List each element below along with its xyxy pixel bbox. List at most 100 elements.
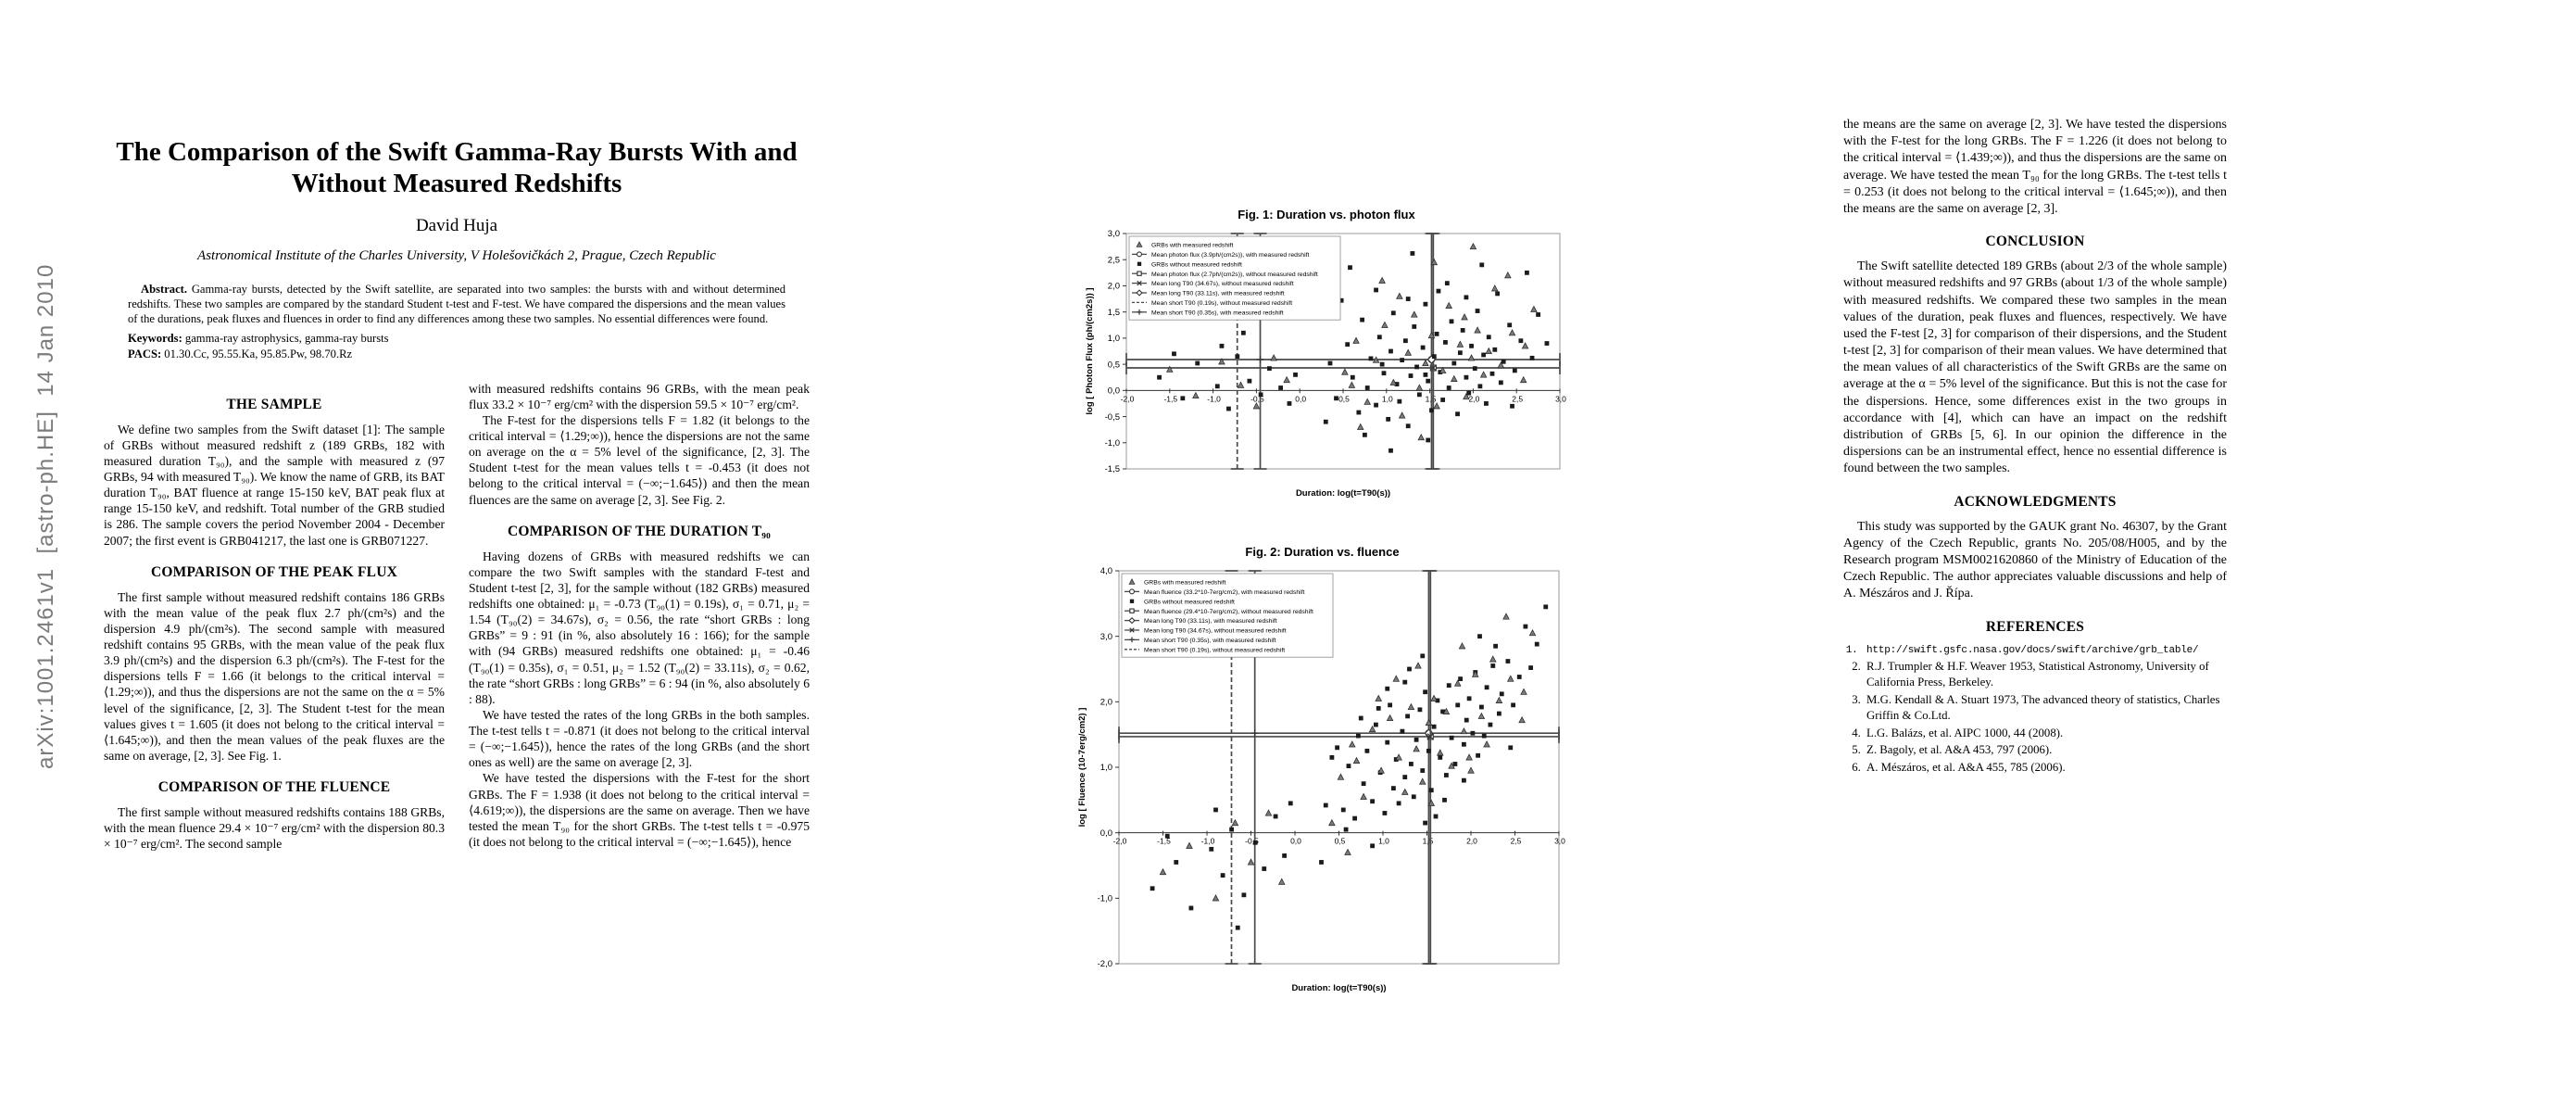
svg-text:2,0: 2,0 bbox=[1100, 698, 1112, 708]
svg-text:Mean long T90 (33.11s), with m: Mean long T90 (33.11s), with measured re… bbox=[1151, 291, 1285, 297]
svg-text:-2,0: -2,0 bbox=[1113, 837, 1127, 846]
reference-item: R.J. Trumpler & H.F. Weaver 1953, Statis… bbox=[1864, 659, 2227, 690]
paper-affiliation: Astronomical Institute of the Charles Un… bbox=[197, 248, 716, 264]
svg-text:2,0: 2,0 bbox=[1108, 282, 1120, 292]
figure-1: Fig. 1: Duration vs. photon flux -1,5 -1,… bbox=[1082, 208, 1571, 502]
reference-item: A. Mészáros, et al. A&A 455, 785 (2006). bbox=[1864, 760, 2227, 776]
paper-author: David Huja bbox=[415, 216, 498, 236]
keywords-text: gamma-ray astrophysics, gamma-ray bursts bbox=[182, 332, 389, 346]
svg-text:Mean short T90 (0.19s), withou: Mean short T90 (0.19s), without measured… bbox=[1144, 647, 1285, 653]
svg-text:0,5: 0,5 bbox=[1335, 837, 1346, 846]
svg-text:3,0: 3,0 bbox=[1555, 394, 1566, 403]
section-heading: REFERENCES bbox=[1985, 618, 2085, 635]
svg-text:-0,5: -0,5 bbox=[1245, 837, 1259, 846]
svg-text:0,0: 0,0 bbox=[1295, 394, 1306, 403]
svg-text:2,5: 2,5 bbox=[1511, 837, 1522, 846]
svg-text:Mean long T90 (34.67s), withou: Mean long T90 (34.67s), without measured… bbox=[1144, 628, 1287, 635]
pacs-text: 01.30.Cc, 95.55.Ka, 95.85.Pw, 98.70.Rz bbox=[161, 347, 353, 360]
paragraph: The first sample without measured redshi… bbox=[104, 805, 445, 852]
figure-1-title: Fig. 1: Duration vs. photon flux bbox=[1238, 208, 1415, 221]
paragraph: the means are the same on average [2, 3]… bbox=[1843, 118, 2227, 216]
svg-text:Mean short T90 (0.35s), with m: Mean short T90 (0.35s), with measured re… bbox=[1151, 310, 1284, 316]
paragraph: This study was supported by the GAUK gra… bbox=[1843, 519, 2227, 601]
svg-text:Mean long T90 (33.11s), with m: Mean long T90 (33.11s), with measured re… bbox=[1144, 618, 1277, 625]
svg-text:Duration: log(t=T90(s)): Duration: log(t=T90(s)) bbox=[1291, 983, 1386, 993]
reference-item: Z. Bagoly, et al. A&A 453, 797 (2006). bbox=[1864, 742, 2227, 758]
reference-item: M.G. Kendall & A. Stuart 1973, The advan… bbox=[1864, 692, 2227, 724]
svg-text:0,5: 0,5 bbox=[1338, 394, 1350, 403]
svg-text:GRBs with measured redshift: GRBs with measured redshift bbox=[1144, 580, 1226, 587]
section-heading: COMPARISON OF THE FLUENCE bbox=[157, 779, 391, 796]
svg-text:GRBs without measured redshift: GRBs without measured redshift bbox=[1144, 599, 1235, 605]
svg-text:Mean short T90 (0.19s), withou: Mean short T90 (0.19s), without measured… bbox=[1151, 300, 1292, 307]
svg-text:Mean photon flux (2.7ph/(cm2s): Mean photon flux (2.7ph/(cm2s)), without… bbox=[1151, 272, 1318, 278]
svg-text:0,0: 0,0 bbox=[1108, 386, 1120, 397]
svg-text:-1,0: -1,0 bbox=[1105, 438, 1120, 449]
svg-text:-1,5: -1,5 bbox=[1163, 394, 1177, 403]
figure-2-title: Fig. 2: Duration vs. fluence bbox=[1245, 545, 1400, 559]
paragraph: We have tested the dispersions with the … bbox=[469, 771, 810, 849]
abstract-text: Gamma-ray bursts, detected by the Swift … bbox=[128, 283, 785, 326]
pacs-line: PACS: 01.30.Cc, 95.55.Ka, 95.85.Pw, 98.7… bbox=[128, 348, 785, 362]
page-1: The Comparison of the Swift Gamma-Ray Bu… bbox=[104, 137, 810, 852]
svg-text:Mean short T90 (0.35s), with m: Mean short T90 (0.35s), with measured re… bbox=[1144, 638, 1276, 644]
text-column-2: with measured redshifts contains 96 GRBs… bbox=[469, 381, 810, 853]
svg-text:1,0: 1,0 bbox=[1378, 837, 1389, 846]
svg-text:Duration: log(t=T90(s)): Duration: log(t=T90(s)) bbox=[1296, 488, 1390, 499]
pacs-label: PACS: bbox=[128, 347, 162, 360]
svg-text:-1,5: -1,5 bbox=[1157, 837, 1171, 846]
svg-text:-0,5: -0,5 bbox=[1105, 412, 1120, 423]
svg-text:-2,0: -2,0 bbox=[1098, 959, 1112, 969]
figure-1-scatter-plot: -1,5 -1,0 -0,5 0,0 0,5 1,0 1,5 2,0 2,5 3,0 -2,0 -1,… bbox=[1082, 224, 1571, 502]
abstract: Abstract. Gamma-ray bursts, detected by … bbox=[128, 283, 785, 327]
reference-link[interactable]: http://swift.gsfc.nasa.gov/docs/swift/ar… bbox=[1864, 644, 2227, 658]
two-column-text: THE SAMPLE We define two samples from the… bbox=[104, 381, 810, 853]
svg-text:3,0: 3,0 bbox=[1108, 229, 1120, 239]
svg-text:0,5: 0,5 bbox=[1108, 360, 1120, 370]
svg-text:Mean long T90 (34.67s), withou: Mean long T90 (34.67s), without measured… bbox=[1151, 281, 1294, 287]
svg-text:1,5: 1,5 bbox=[1108, 308, 1120, 318]
svg-text:Mean fluence (29.4*10-7erg/cm2: Mean fluence (29.4*10-7erg/cm2), without… bbox=[1144, 609, 1313, 615]
svg-text:log [ Photon Flux (ph/(cm2s)): log [ Photon Flux (ph/(cm2s)) ] bbox=[1085, 287, 1095, 414]
paragraph: The F-test for the dispersions tells F =… bbox=[469, 412, 810, 507]
svg-text:-0,5: -0,5 bbox=[1250, 394, 1264, 403]
reference-item: L.G. Balázs, et al. AIPC 1000, 44 (2008)… bbox=[1864, 726, 2227, 741]
svg-text:1,0: 1,0 bbox=[1108, 334, 1120, 344]
keywords-label: Keywords: bbox=[128, 332, 182, 346]
svg-text:1,0: 1,0 bbox=[1382, 394, 1393, 403]
paragraph: The first sample without measured redshi… bbox=[104, 589, 445, 763]
paragraph: We define two samples from the Swift dat… bbox=[104, 422, 445, 548]
figure-2-scatter-plot: -2,0 -1,0 0,0 1,0 2,0 3,0 4,0 -2,0 -1,5 -1,0 -0,5 0… bbox=[1074, 562, 1570, 997]
svg-text:3,0: 3,0 bbox=[1100, 632, 1112, 642]
paper-title: The Comparison of the Swift Gamma-Ray Bu… bbox=[116, 137, 798, 198]
svg-text:-2,0: -2,0 bbox=[1121, 394, 1135, 403]
svg-text:-1,0: -1,0 bbox=[1098, 894, 1112, 904]
page-3: the means are the same on average [2, 3]… bbox=[1717, 0, 2576, 1112]
svg-text:-1,5: -1,5 bbox=[1105, 464, 1120, 474]
svg-text:2,5: 2,5 bbox=[1108, 255, 1120, 265]
abstract-label: Abstract. bbox=[141, 283, 188, 297]
svg-text:4,0: 4,0 bbox=[1100, 566, 1112, 576]
paragraph: with measured redshifts contains 96 GRBs… bbox=[469, 381, 810, 411]
section-heading: ACKNOWLEDGMENTS bbox=[1954, 493, 2117, 510]
svg-text:Mean photon flux (3.9ph/(cm2s): Mean photon flux (3.9ph/(cm2s)), with me… bbox=[1151, 252, 1309, 259]
svg-text:2,5: 2,5 bbox=[1512, 394, 1523, 403]
svg-text:-1,0: -1,0 bbox=[1207, 394, 1221, 403]
section-heading: THE SAMPLE bbox=[226, 396, 322, 412]
svg-text:log [ Fluence (10-7erg/cm2) ]: log [ Fluence (10-7erg/cm2) ] bbox=[1077, 708, 1087, 828]
svg-text:GRBs without measured redshift: GRBs without measured redshift bbox=[1151, 261, 1242, 268]
text-column-1: THE SAMPLE We define two samples from the… bbox=[104, 381, 445, 853]
svg-text:0,0: 0,0 bbox=[1100, 828, 1112, 839]
section-heading: COMPARISON OF THE PEAK FLUX bbox=[150, 563, 398, 580]
section-heading: COMPARISON OF THE DURATION T₉₀ bbox=[508, 523, 771, 539]
figure-2: Fig. 2: Duration vs. fluence -2,0 -1,0 0,0… bbox=[1074, 545, 1570, 997]
svg-text:Mean fluence (33.2*10-7erg/cm2: Mean fluence (33.2*10-7erg/cm2), with me… bbox=[1144, 589, 1305, 596]
svg-text:1,0: 1,0 bbox=[1100, 763, 1112, 773]
arxiv-stamp: arXiv:1001.2461v1 [astro-ph.HE] 14 Jan 2… bbox=[33, 263, 58, 769]
paragraph: Having dozens of GRBs with measured reds… bbox=[469, 549, 810, 706]
svg-text:3,0: 3,0 bbox=[1554, 837, 1565, 846]
svg-text:0,0: 0,0 bbox=[1290, 837, 1301, 846]
svg-text:2,0: 2,0 bbox=[1468, 394, 1479, 403]
text-column-3: the means are the same on average [2, 3]… bbox=[1843, 117, 2227, 777]
paragraph: We have tested the rates of the long GRB… bbox=[469, 707, 810, 770]
